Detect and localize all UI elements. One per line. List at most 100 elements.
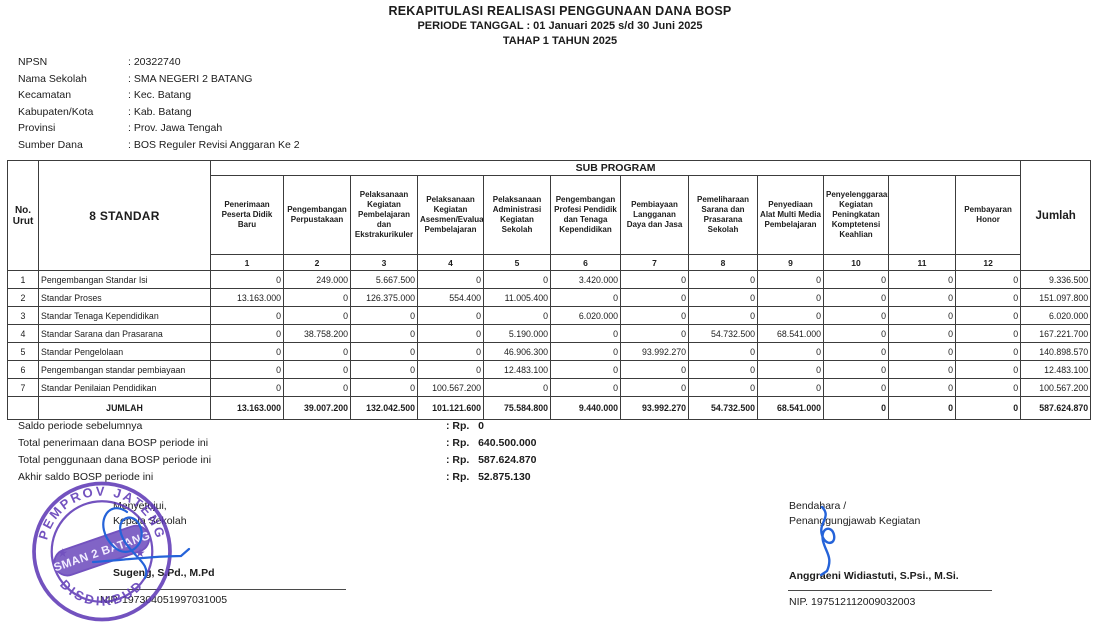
row-total: 167.221.700 xyxy=(1020,324,1092,343)
row-value: 0 xyxy=(688,270,758,289)
row-value: 0 xyxy=(283,288,351,307)
row-total: 151.097.800 xyxy=(1020,288,1092,307)
row-label: Standar Penilaian Pendidikan xyxy=(38,378,211,397)
row-value: 0 xyxy=(210,306,284,325)
row-label: Pengembangan standar pembiayaan xyxy=(38,360,211,379)
header-sub-column: Pengembangan Profesi Pendidik dan Tenaga… xyxy=(550,175,621,255)
header-8-standar: 8 STANDAR xyxy=(38,160,211,271)
row-value: 0 xyxy=(283,342,351,361)
row-value: 0 xyxy=(210,270,284,289)
info-value: : SMA NEGERI 2 BATANG xyxy=(128,72,253,85)
realization-table: No. Urut 8 STANDAR SUB PROGRAM Jumlah Pe… xyxy=(7,160,1092,420)
row-value: 0 xyxy=(888,342,956,361)
row-value: 0 xyxy=(210,360,284,379)
report-title: REKAPITULASI REALISASI PENGGUNAAN DANA B… xyxy=(388,4,732,18)
info-label: Sumber Dana xyxy=(18,138,83,151)
row-value: 0 xyxy=(350,306,418,325)
total-label: JUMLAH xyxy=(38,396,211,420)
total-value: 68.541.000 xyxy=(757,396,824,420)
row-value: 100.567.200 xyxy=(417,378,484,397)
row-value: 0 xyxy=(688,378,758,397)
row-value: 249.000 xyxy=(283,270,351,289)
total-value: 13.163.000 xyxy=(210,396,284,420)
total-value: 0 xyxy=(888,396,956,420)
info-row: Sumber Dana : BOS Reguler Revisi Anggaran… xyxy=(18,139,300,151)
row-value: 0 xyxy=(350,342,418,361)
row-value: 0 xyxy=(888,360,956,379)
row-value: 0 xyxy=(210,378,284,397)
row-value: 0 xyxy=(888,306,956,325)
info-row: Kecamatan: Kec. Batang xyxy=(18,89,300,101)
total-value: 93.992.270 xyxy=(620,396,689,420)
summary-row: Total penggunaan dana BOSP periode ini: … xyxy=(18,454,536,466)
table-row: 4 Standar Sarana dan Prasarana 0 38.758.200… xyxy=(7,324,1092,343)
row-value: 0 xyxy=(823,270,889,289)
row-value: 0 xyxy=(757,288,824,307)
row-total: 9.336.500 xyxy=(1020,270,1092,289)
info-row: Nama Sekolah: SMA NEGERI 2 BATANG xyxy=(18,73,300,85)
row-value: 0 xyxy=(688,342,758,361)
summary-row: Akhir saldo BOSP periode ini: Rp. 52.875… xyxy=(18,471,536,483)
row-total: 100.567.200 xyxy=(1020,378,1092,397)
row-value: 93.992.270 xyxy=(620,342,689,361)
row-number: 7 xyxy=(7,378,39,397)
row-value: 0 xyxy=(417,360,484,379)
row-label: Standar Tenaga Kependidikan xyxy=(38,306,211,325)
header-sub-column: Penyediaan Alat Multi Media Pembelajaran xyxy=(757,175,824,255)
row-value: 0 xyxy=(823,342,889,361)
row-value: 0 xyxy=(350,360,418,379)
row-value: 0 xyxy=(757,342,824,361)
row-value: 0 xyxy=(417,306,484,325)
total-value: 9.440.000 xyxy=(550,396,621,420)
left-signature-line xyxy=(99,589,346,590)
row-value: 0 xyxy=(417,270,484,289)
row-value: 0 xyxy=(823,306,889,325)
summary-value: : Rp. 52.875.130 xyxy=(446,471,531,483)
row-value: 0 xyxy=(620,324,689,343)
info-label: NPSN xyxy=(18,56,48,68)
row-value: 0 xyxy=(757,378,824,397)
table-header-row-top: No. Urut 8 STANDAR SUB PROGRAM Jumlah xyxy=(7,160,1092,271)
total-value: 0 xyxy=(954,396,1022,420)
row-total: 140.898.570 xyxy=(1020,342,1092,361)
row-number: 1 xyxy=(7,270,39,289)
row-value: 0 xyxy=(550,342,621,361)
row-value: 38.758.200 xyxy=(283,324,351,343)
row-value: 13.163.000 xyxy=(210,288,284,307)
row-value: 0 xyxy=(550,288,621,307)
row-value: 3.420.000 xyxy=(550,270,621,289)
row-value: 11.005.400 xyxy=(483,288,551,307)
row-number: 4 xyxy=(7,324,39,343)
info-value: : 20322740 xyxy=(128,56,181,68)
row-value: 12.483.100 xyxy=(483,360,551,379)
summary-row: Total penerimaan dana BOSP periode ini: … xyxy=(18,437,536,449)
school-stamp-icon: PEMPROV JATENG DISDIKBUD ★ ★ SMAN 2 BATA… xyxy=(32,481,172,622)
summary-value: : Rp. 587.624.870 xyxy=(446,454,537,466)
row-value: 0 xyxy=(954,288,1022,307)
row-label: Pengembangan Standar Isi xyxy=(38,270,211,289)
table-row: 5 Standar Pengelolaan 0 0 0 0 46.906.300 0 93.99… xyxy=(7,342,1092,361)
row-label: Standar Proses xyxy=(38,288,211,307)
row-value: 0 xyxy=(688,306,758,325)
info-value: : Kec. Batang xyxy=(128,89,192,102)
right-ink-signature xyxy=(819,505,836,577)
row-value: 0 xyxy=(350,378,418,397)
row-value: 0 xyxy=(954,360,1022,379)
table-row: 2 Standar Proses 13.163.000 0 126.375.000 554… xyxy=(7,288,1092,307)
header-column-number: 5 xyxy=(483,254,551,271)
row-value: 0 xyxy=(757,270,824,289)
row-number: 2 xyxy=(7,288,39,307)
info-row: Provinsi: Prov. Jawa Tengah xyxy=(18,122,300,134)
row-number: 3 xyxy=(7,306,39,325)
total-value: 54.732.500 xyxy=(688,396,758,420)
balance-summary-block: Saldo periode sebelumnya: Rp. 0 Total pen… xyxy=(18,420,536,488)
info-value: : BOS Reguler Revisi Anggaran Ke 2 xyxy=(128,138,300,151)
row-value: 46.906.300 xyxy=(483,342,551,361)
row-value: 0 xyxy=(283,378,351,397)
row-value: 0 xyxy=(483,378,551,397)
school-info-block: NPSN : 20322740 Nama Sekolah: SMA NEGERI 2… xyxy=(18,56,300,156)
row-value: 0 xyxy=(954,306,1022,325)
header-sub-column: Penerimaan Peserta Didik Baru xyxy=(210,175,284,255)
row-value: 0 xyxy=(888,324,956,343)
total-empty-cell xyxy=(7,396,39,420)
